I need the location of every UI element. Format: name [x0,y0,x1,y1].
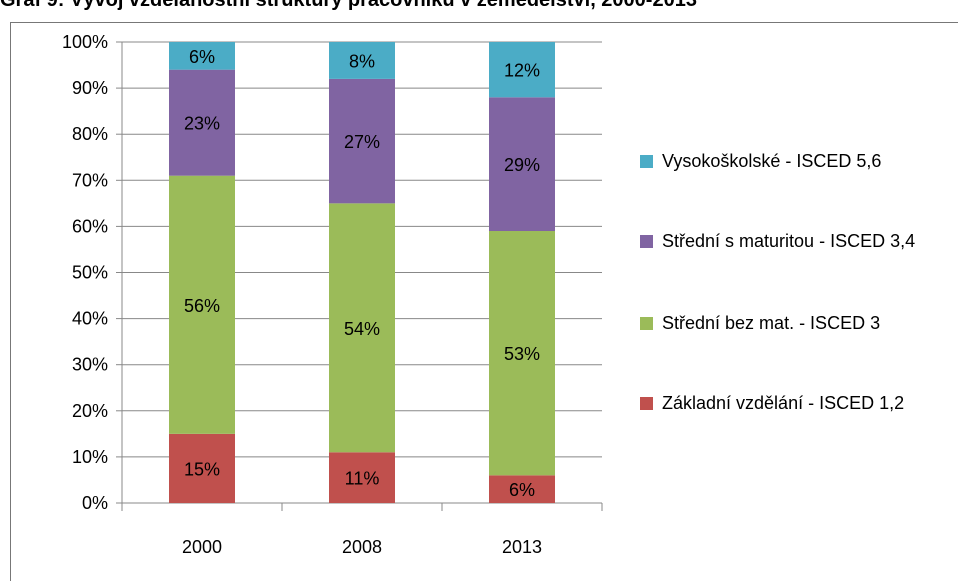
legend-label: Vysokoškolské - ISCED 5,6 [662,151,882,171]
bar-segment [169,433,235,503]
y-tick-label: 60% [72,216,108,236]
data-label: 29% [504,155,540,175]
y-tick-label: 30% [72,355,108,375]
data-label: 11% [345,469,380,489]
legend-label: Střední bez mat. - ISCED 3 [662,313,881,333]
x-tick-label: 2008 [342,537,382,557]
y-tick-label: 40% [72,309,108,329]
bar-segment [489,231,555,476]
legend-swatch [640,317,653,330]
y-tick-label: 0% [82,493,108,513]
data-label: 12% [504,61,540,81]
y-tick-label: 20% [72,401,108,421]
legend-item: Vysokoškolské - ISCED 5,6 [640,144,940,178]
bar-segment [329,78,395,204]
legend-label: Základní vzdělání - ISCED 1,2 [662,393,905,413]
legend-item: Základní vzdělání - ISCED 1,2 [640,386,940,420]
y-tick-label: 70% [72,170,108,190]
bar-segment [489,42,555,98]
y-tick-label: 90% [72,78,108,98]
bar-segment [329,203,395,453]
bar-segment [169,69,235,176]
bar-segment [169,42,235,70]
legend-swatch [640,235,653,248]
data-label: 27% [344,132,380,152]
y-tick-label: 10% [72,447,108,467]
data-label: 54% [344,319,380,339]
legend-item: Střední bez mat. - ISCED 3 [640,306,940,340]
legend-item: Střední s maturitou - ISCED 3,4 [640,224,940,258]
chart-frame [10,22,958,581]
data-label: 6% [189,47,215,67]
data-label: 56% [184,296,220,316]
data-label: 53% [504,344,540,364]
legend-swatch [640,397,653,410]
bar-segment [329,452,395,503]
bar-segment [489,475,555,503]
data-label: 23% [184,114,220,134]
data-label: 15% [184,459,220,479]
legend-swatch [640,155,653,168]
y-tick-label: 80% [72,124,108,144]
bar-segment [489,97,555,232]
x-tick-label: 2013 [502,537,542,557]
legend-label: Střední s maturitou - ISCED 3,4 [662,231,916,251]
chart-title: Graf 9: Vývoj vzdělanostní struktury pra… [0,0,697,11]
bar-segment [169,175,235,434]
y-tick-label: 50% [72,263,108,283]
bar-segment [329,42,395,79]
x-tick-label: 2000 [182,537,222,557]
y-tick-label: 100% [62,32,108,52]
data-label: 6% [509,480,535,500]
data-label: 8% [349,51,375,71]
